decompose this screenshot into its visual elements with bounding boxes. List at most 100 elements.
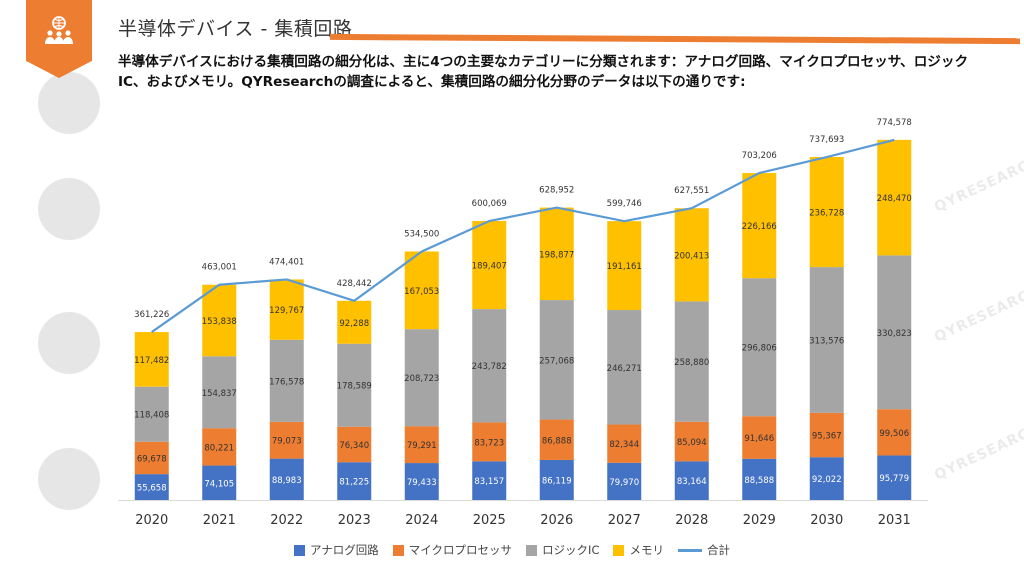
data-label: 86,119 <box>542 476 572 486</box>
bar-segment <box>607 424 642 463</box>
total-label: 737,693 <box>809 135 844 145</box>
bar-segment <box>809 412 844 458</box>
legend-item: マイクロプロセッサ <box>392 542 512 558</box>
data-label: 243,782 <box>472 362 507 372</box>
data-label: 91,646 <box>744 434 774 444</box>
bar-segment <box>539 207 574 301</box>
bar-segment <box>134 441 169 475</box>
bar-segment <box>202 428 237 466</box>
total-label: 428,442 <box>337 279 372 289</box>
bar-segment <box>269 339 304 422</box>
data-label: 118,408 <box>134 411 169 421</box>
bar-segment <box>742 278 777 417</box>
legend-item: ロジックIC <box>526 542 599 558</box>
data-label: 79,291 <box>407 441 437 451</box>
legend-label: 合計 <box>706 543 730 557</box>
total-label: 703,206 <box>742 151 777 161</box>
data-label: 83,164 <box>677 477 707 487</box>
bar-segment <box>607 462 642 500</box>
data-label: 198,877 <box>539 250 574 260</box>
x-tick-label: 2031 <box>878 513 911 528</box>
x-tick-label: 2029 <box>743 513 776 528</box>
x-tick-label: 2020 <box>135 513 168 528</box>
data-label: 236,728 <box>809 209 844 219</box>
watermark-circle <box>38 448 100 510</box>
bar-segment <box>134 386 169 442</box>
bar-segment <box>269 421 304 459</box>
data-label: 92,022 <box>812 475 842 485</box>
people-network-icon <box>45 16 73 44</box>
bar-segment <box>877 255 912 410</box>
legend-item: 合計 <box>677 542 730 558</box>
total-label: 599,746 <box>607 199 642 209</box>
x-tick-label: 2024 <box>405 513 438 528</box>
total-label: 774,578 <box>877 118 912 128</box>
bar-segment <box>337 426 372 463</box>
bar-segment <box>472 221 507 310</box>
data-label: 154,837 <box>202 389 237 399</box>
data-label: 85,094 <box>677 438 707 448</box>
bar-segment <box>674 208 709 302</box>
data-label: 296,806 <box>742 344 777 354</box>
legend-item: メモリ <box>613 542 664 558</box>
bar-segment <box>202 284 237 357</box>
bar-segment <box>674 301 709 422</box>
data-label: 258,880 <box>674 358 709 368</box>
bar-segment <box>877 455 912 500</box>
data-label: 226,166 <box>742 222 777 232</box>
bar-segment <box>472 422 507 462</box>
logo-tab <box>26 0 92 78</box>
x-tick-label: 2022 <box>270 513 303 528</box>
x-tick-label: 2021 <box>203 513 236 528</box>
data-label: 246,271 <box>607 364 642 374</box>
bar-segment <box>404 251 439 330</box>
x-tick-label: 2028 <box>675 513 708 528</box>
bar-segment <box>877 139 912 256</box>
data-label: 248,470 <box>877 194 912 204</box>
legend-label: アナログ回路 <box>310 543 379 557</box>
legend-item: アナログ回路 <box>294 542 379 558</box>
bar-segment <box>742 173 777 279</box>
x-tick-label: 2025 <box>473 513 506 528</box>
bar-segment <box>607 221 642 311</box>
bar-segment <box>134 474 169 500</box>
bar-segment <box>404 329 439 427</box>
data-label: 95,779 <box>879 474 909 484</box>
data-label: 76,340 <box>339 441 369 451</box>
bar-segment <box>337 300 372 344</box>
bar-segment <box>539 300 574 420</box>
data-label: 83,157 <box>474 477 504 487</box>
data-label: 82,344 <box>609 440 639 450</box>
bar-segment <box>472 309 507 423</box>
data-label: 257,068 <box>539 356 574 366</box>
bar-segment <box>742 458 777 500</box>
legend-label: メモリ <box>629 543 664 557</box>
legend-swatch <box>294 544 305 556</box>
x-tick-label: 2027 <box>608 513 641 528</box>
data-label: 176,578 <box>269 377 304 387</box>
data-label: 69,678 <box>137 454 167 464</box>
data-label: 88,588 <box>744 476 774 486</box>
page-title: 半導体デバイス - 集積回路 <box>118 18 353 40</box>
total-label: 627,551 <box>674 186 709 196</box>
data-label: 86,888 <box>542 436 572 446</box>
intro-paragraph: 半導体デバイスにおける集積回路の細分化は、主に4つの主要なカテゴリーに分類されま… <box>118 54 969 90</box>
x-tick-label: 2023 <box>338 513 371 528</box>
bar-segment <box>607 310 642 425</box>
bar-segment <box>269 458 304 500</box>
bar-segment <box>674 461 709 500</box>
data-label: 191,161 <box>607 262 642 272</box>
legend-swatch <box>526 544 538 556</box>
total-label: 628,952 <box>539 186 574 196</box>
data-label: 167,053 <box>404 287 439 297</box>
data-label: 178,589 <box>337 382 372 392</box>
data-label: 79,073 <box>272 437 302 447</box>
data-label: 74,105 <box>204 479 234 489</box>
data-label: 208,723 <box>404 374 439 384</box>
bar-segment <box>809 457 844 500</box>
data-label: 153,838 <box>202 317 237 327</box>
total-label: 361,226 <box>134 310 169 320</box>
watermark-circle <box>38 178 100 240</box>
legend-label: ロジックIC <box>542 543 600 557</box>
